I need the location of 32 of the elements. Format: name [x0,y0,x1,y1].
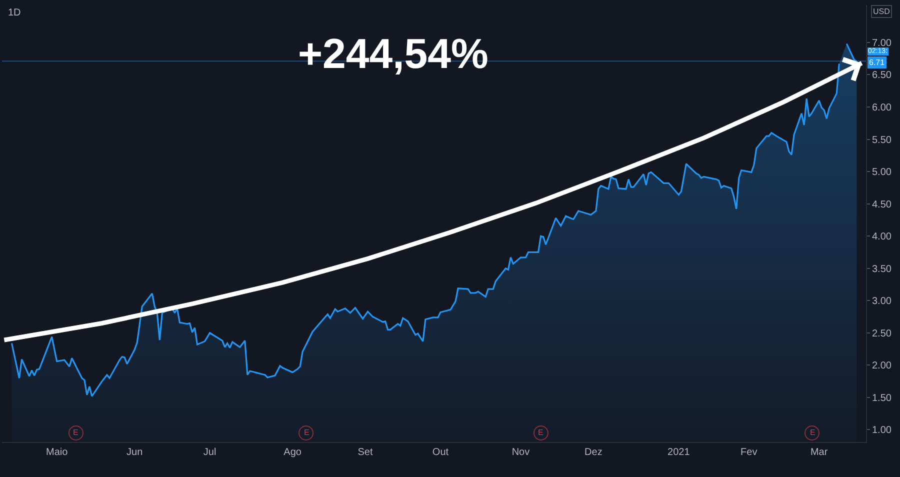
y-tick-label: 5.50 [872,134,892,146]
y-tick-label: 1.00 [872,425,892,436]
x-tick-label: Maio [46,447,68,458]
y-tick-label: 1.50 [872,392,892,404]
y-tick-label: 4.00 [872,232,892,243]
x-tick-label: Ago [284,447,302,458]
x-tick-label: Jun [126,447,143,458]
x-tick-label: Nov [512,447,530,458]
x-tick-label: 2021 [668,447,690,458]
y-tick-label: 3.50 [872,264,892,275]
y-tick-label: 2.00 [872,360,892,372]
annotation: E [538,428,544,437]
ref-line-label: 6.71 [869,58,886,67]
x-tick-label: Jul [203,447,216,458]
y-tick-label: 2.50 [872,328,892,340]
annotation: E [73,428,78,437]
annotation: E [304,428,310,437]
y-tick-label: 5.00 [872,167,892,178]
y-tick-label: 4.50 [872,199,892,210]
x-tick-label: Mar [810,447,828,458]
x-tick-label: Out [432,447,449,458]
x-tick-label: Fev [740,447,758,458]
y-tick-label: 3.00 [872,296,892,308]
y-axis-title: USD [873,7,890,16]
chart-title: 1D [8,8,21,18]
x-tick-label: Dez [584,447,602,458]
y-tick-label: 7.00 [872,38,892,49]
annotation: +244,54% [298,30,488,77]
y-tick-label: 6.50 [872,70,892,82]
x-tick-label: Set [358,447,373,458]
annotation: E [810,428,816,437]
y-tick-label: 6.00 [872,102,892,114]
